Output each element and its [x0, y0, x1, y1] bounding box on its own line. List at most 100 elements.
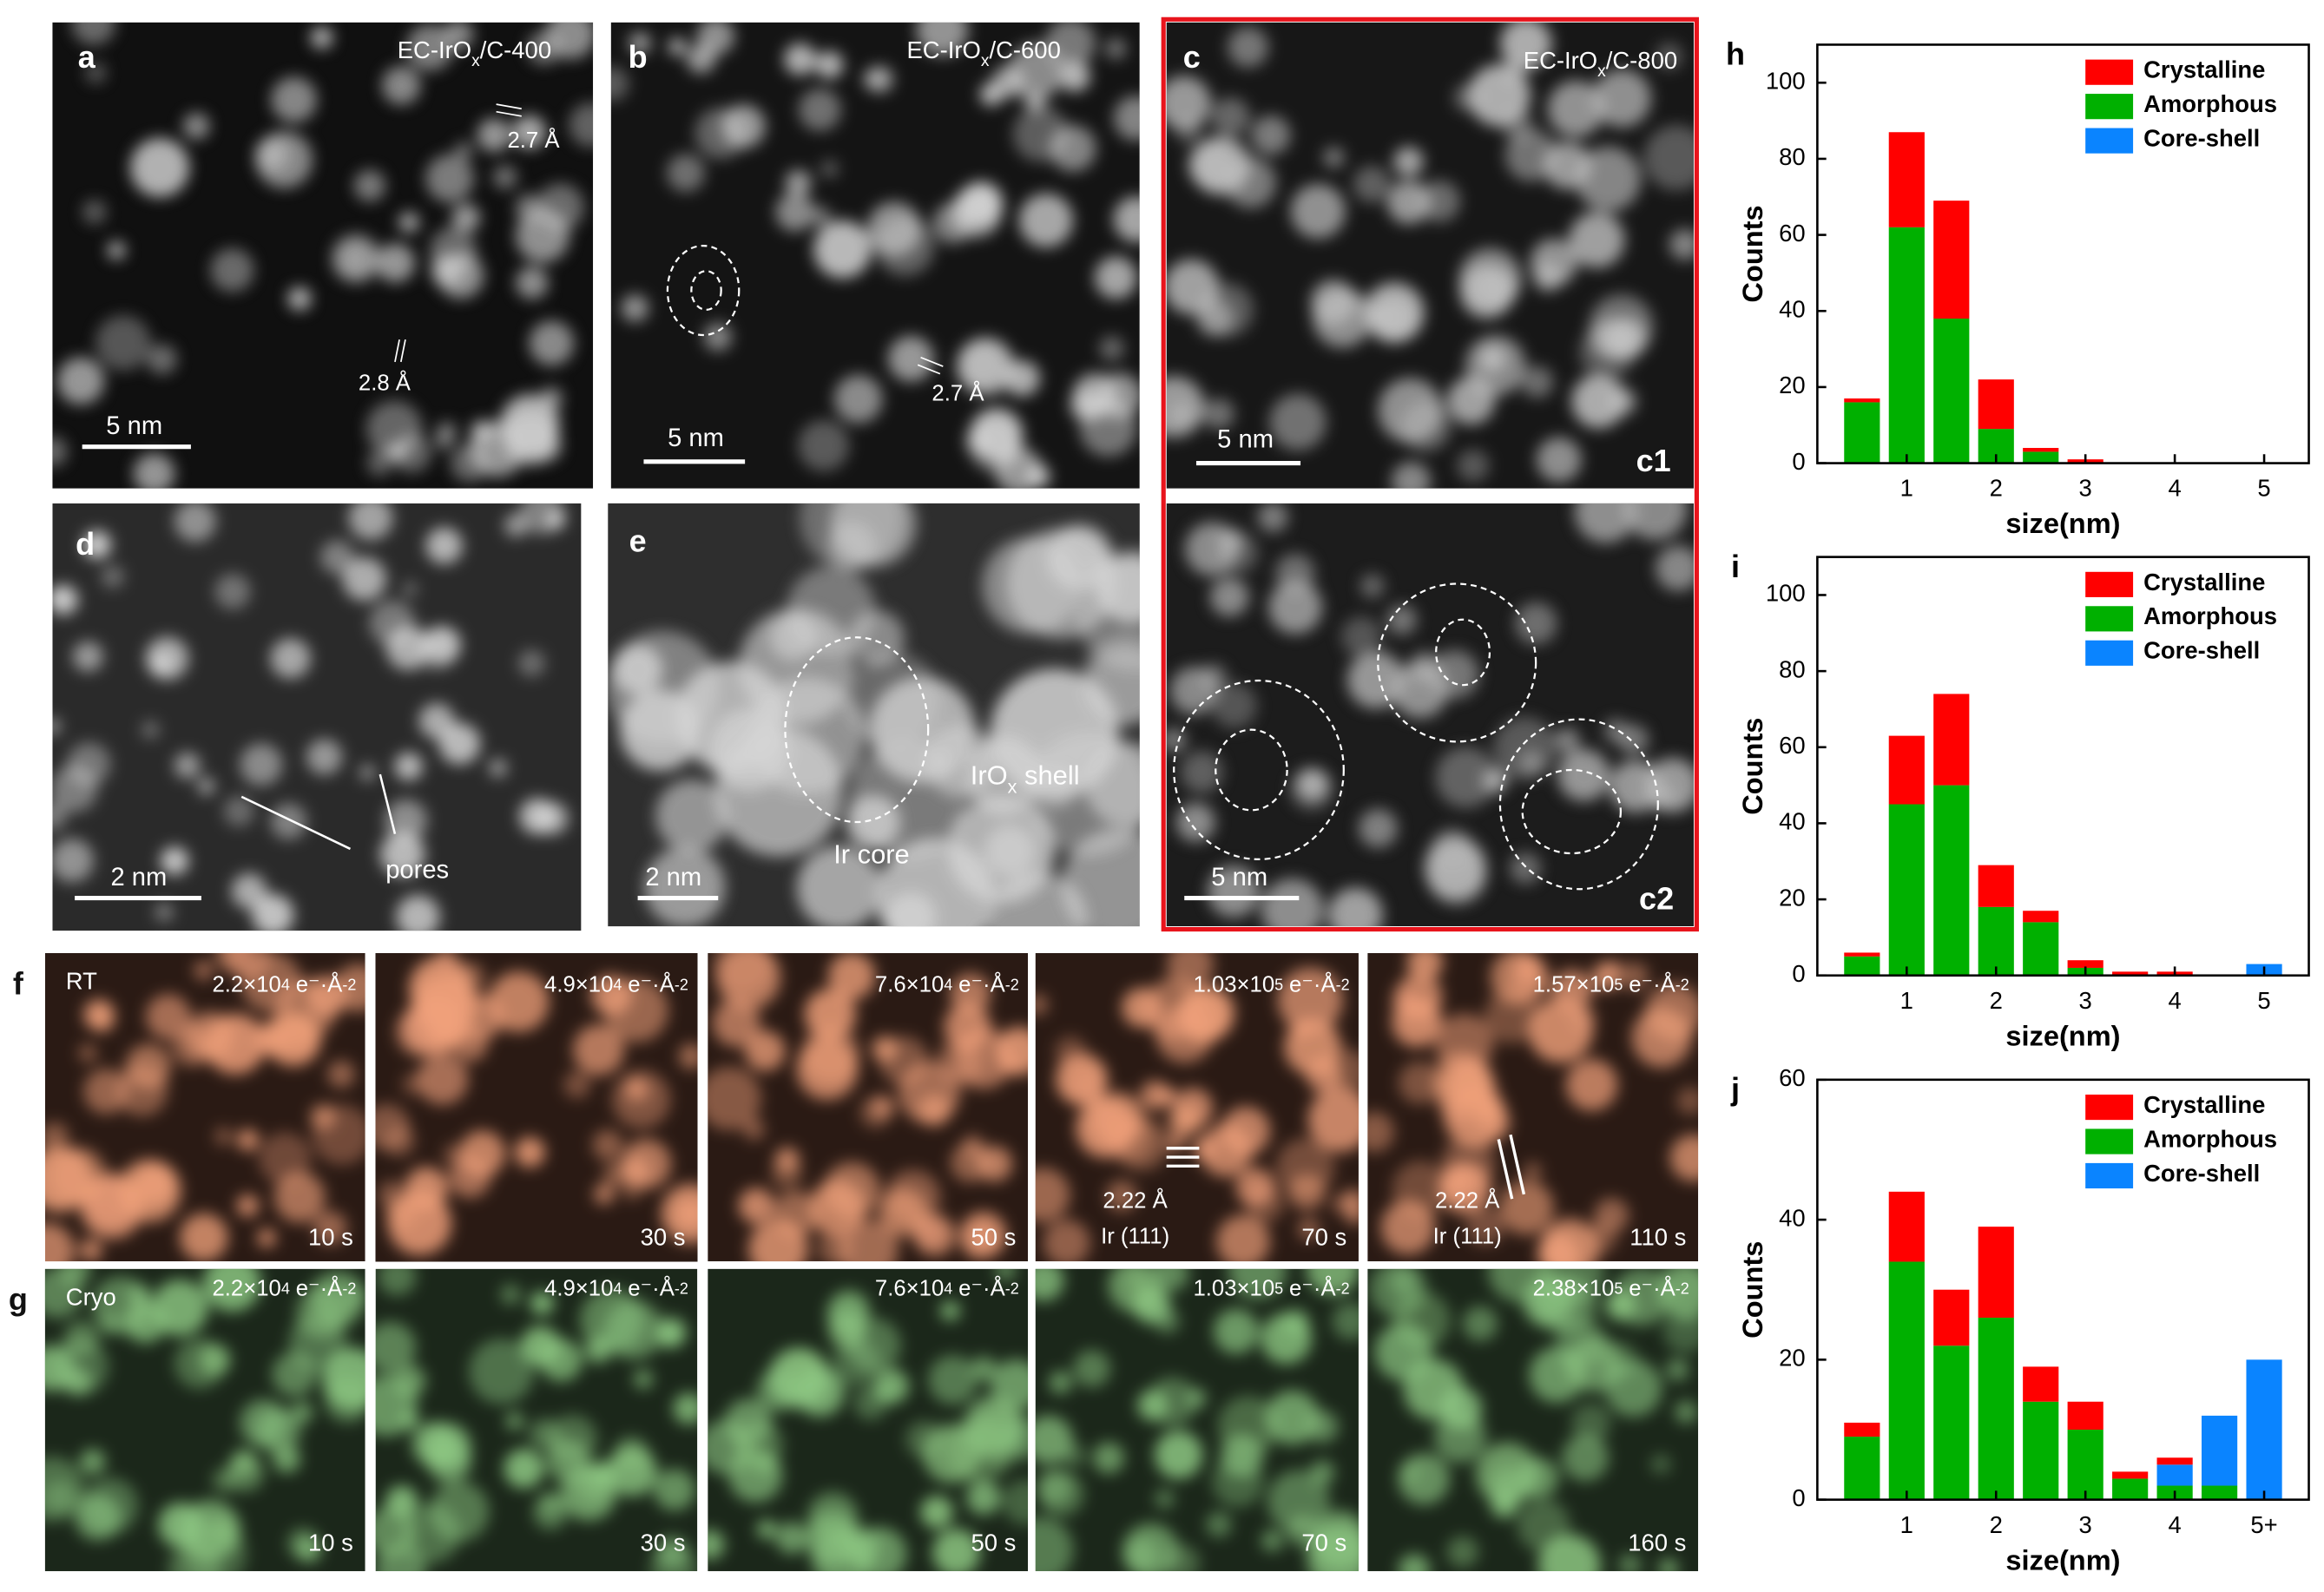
particle — [721, 104, 766, 148]
particle — [960, 343, 1004, 386]
particle — [1246, 1184, 1285, 1223]
particle — [1002, 1479, 1029, 1525]
annotation: 30 s — [641, 1224, 686, 1251]
particle — [44, 1222, 75, 1262]
dose-label-part: 1.03×10 — [1193, 1277, 1274, 1301]
particle — [1603, 959, 1623, 979]
particle — [838, 1220, 899, 1262]
particle — [1620, 962, 1649, 990]
particle — [1213, 1308, 1259, 1354]
particle — [1530, 238, 1578, 286]
particle — [1169, 1105, 1201, 1137]
particle — [1267, 1470, 1330, 1533]
particle — [1650, 1454, 1671, 1475]
particle — [512, 115, 546, 149]
particle — [72, 641, 103, 672]
dose-label-part: e⁻·Å — [958, 1275, 1005, 1301]
particle — [214, 573, 251, 610]
particle — [1579, 324, 1636, 380]
particle — [1380, 1200, 1436, 1255]
bar-segment — [1978, 865, 2014, 907]
panel-label: a — [78, 39, 96, 75]
particle — [815, 50, 844, 79]
particle — [1393, 146, 1424, 177]
lattice-mark — [399, 339, 406, 363]
particle — [1669, 228, 1694, 260]
scale-bar-label: 5 nm — [668, 424, 724, 452]
particle — [348, 503, 393, 541]
particle — [905, 1420, 943, 1458]
micrograph — [44, 1268, 365, 1571]
bar-segment — [1978, 379, 2014, 430]
particle — [1277, 967, 1343, 1033]
particle — [1389, 1268, 1417, 1296]
dose-label-part: 5 — [1614, 1280, 1623, 1297]
y-tick-label: 40 — [1779, 296, 1806, 323]
dose-label-part: e⁻·Å — [296, 1275, 343, 1301]
dose-label-part: 7.6×10 — [875, 973, 944, 997]
y-tick-label: 40 — [1779, 1204, 1806, 1231]
particle — [1457, 449, 1490, 483]
particle — [1551, 970, 1593, 1011]
particle — [1446, 1536, 1479, 1569]
particle — [573, 1024, 625, 1076]
contour — [666, 244, 741, 337]
particle — [1435, 747, 1497, 808]
particle — [1669, 1134, 1699, 1181]
particle — [1169, 667, 1218, 715]
panel-title-part: EC-IrO — [1524, 47, 1597, 74]
particle — [1043, 1219, 1090, 1262]
particle — [82, 530, 112, 560]
particle — [1398, 1554, 1431, 1571]
contour — [1498, 718, 1659, 891]
contour — [1377, 582, 1537, 743]
panel-title-part: EC-IrO — [398, 36, 471, 63]
particle — [1539, 1268, 1605, 1306]
particle — [633, 1369, 654, 1390]
particle — [1386, 180, 1431, 225]
y-tick-label: 20 — [1779, 884, 1806, 911]
particle — [539, 1339, 583, 1382]
particle — [1575, 146, 1642, 213]
micrograph-features — [1035, 952, 1359, 1262]
particle — [1602, 1342, 1638, 1379]
legend-label: Amorphous — [2143, 1125, 2277, 1152]
particle — [846, 1318, 901, 1373]
particle — [1018, 193, 1074, 248]
particle — [1369, 305, 1391, 326]
micrograph-features — [44, 1268, 365, 1571]
particle — [1073, 1350, 1111, 1388]
particle — [1261, 1530, 1284, 1552]
particle — [118, 1159, 181, 1223]
particle — [312, 1104, 365, 1165]
particle — [1676, 1087, 1699, 1115]
dose-label-part: -2 — [342, 1280, 356, 1297]
panel-label: i — [1731, 549, 1740, 584]
particle — [932, 202, 973, 244]
particle — [621, 294, 649, 322]
particle — [1571, 374, 1626, 429]
particle — [1536, 437, 1582, 483]
particle — [1140, 1080, 1170, 1110]
annotation: 160 s — [1628, 1529, 1686, 1556]
particle — [398, 212, 420, 234]
y-tick-label: 60 — [1779, 1064, 1806, 1091]
particle — [1341, 616, 1382, 657]
bar-segment — [1933, 1289, 1970, 1346]
bar-segment — [2112, 1471, 2149, 1479]
particle — [1092, 1442, 1125, 1474]
panel-label: h — [1726, 36, 1745, 72]
particle — [79, 1239, 102, 1262]
dose-label-part: e⁻·Å — [1289, 1275, 1336, 1301]
particle — [59, 1268, 91, 1286]
particle — [85, 62, 107, 84]
y-tick-label: 100 — [1766, 68, 1806, 95]
x-tick-label: 4 — [2168, 475, 2181, 502]
bar-segment — [2023, 451, 2059, 464]
particle — [530, 1291, 555, 1316]
bar-segment — [1978, 1317, 2014, 1500]
particle — [252, 894, 294, 931]
particle — [1482, 767, 1508, 793]
particle — [67, 742, 111, 786]
particle — [158, 1502, 204, 1549]
